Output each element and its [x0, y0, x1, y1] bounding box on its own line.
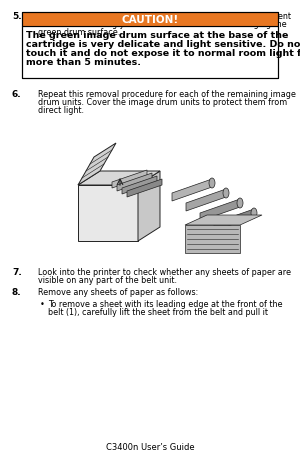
Text: drum units. Cover the image drum units to protect them from: drum units. Cover the image drum units t… — [38, 98, 287, 107]
Polygon shape — [78, 186, 138, 242]
Bar — [22, 27, 278, 79]
Text: touch it and do not expose it to normal room light for: touch it and do not expose it to normal … — [26, 49, 300, 58]
Polygon shape — [78, 144, 116, 186]
Text: more than 5 minutes.: more than 5 minutes. — [26, 58, 141, 67]
Text: Repeat this removal procedure for each of the remaining image: Repeat this removal procedure for each o… — [38, 90, 296, 99]
Ellipse shape — [209, 179, 215, 188]
Polygon shape — [127, 180, 162, 198]
Text: •: • — [40, 300, 45, 308]
Polygon shape — [138, 172, 160, 242]
Ellipse shape — [223, 188, 229, 199]
Polygon shape — [117, 174, 152, 192]
Polygon shape — [185, 216, 262, 225]
Polygon shape — [214, 210, 254, 232]
Text: cartridge is very delicate and light sensitive. Do not: cartridge is very delicate and light sen… — [26, 40, 300, 49]
Polygon shape — [122, 176, 157, 194]
Text: visible on any part of the belt unit.: visible on any part of the belt unit. — [38, 275, 177, 284]
Bar — [22, 13, 278, 27]
Text: The green image drum surface at the base of the: The green image drum surface at the base… — [26, 31, 288, 40]
Text: CAUTION!: CAUTION! — [122, 15, 178, 25]
Text: Remove any sheets of paper as follows:: Remove any sheets of paper as follows: — [38, 288, 198, 296]
Ellipse shape — [251, 208, 257, 219]
Polygon shape — [172, 180, 212, 201]
Polygon shape — [200, 200, 240, 221]
Text: green drum surface.: green drum surface. — [38, 28, 120, 37]
Ellipse shape — [237, 199, 243, 208]
Polygon shape — [78, 172, 160, 186]
Text: 5.: 5. — [12, 12, 22, 21]
Text: C3400n User’s Guide: C3400n User’s Guide — [106, 442, 194, 451]
Text: 8.: 8. — [12, 288, 22, 296]
Text: toner from marking your furniture and to avoid damaging the: toner from marking your furniture and to… — [38, 20, 286, 29]
Polygon shape — [186, 189, 226, 212]
Text: 6.: 6. — [12, 90, 22, 99]
Text: 7.: 7. — [12, 268, 22, 276]
Text: Look into the printer to check whether any sheets of paper are: Look into the printer to check whether a… — [38, 268, 291, 276]
Text: Put the cartridge down gently onto a piece of paper to prevent: Put the cartridge down gently onto a pie… — [38, 12, 291, 21]
Polygon shape — [112, 171, 147, 188]
Polygon shape — [185, 225, 240, 253]
Text: To remove a sheet with its leading edge at the front of the: To remove a sheet with its leading edge … — [48, 300, 283, 308]
Text: belt (1), carefully lift the sheet from the belt and pull it: belt (1), carefully lift the sheet from … — [48, 307, 268, 316]
Bar — [22, 13, 278, 79]
Text: direct light.: direct light. — [38, 106, 84, 115]
